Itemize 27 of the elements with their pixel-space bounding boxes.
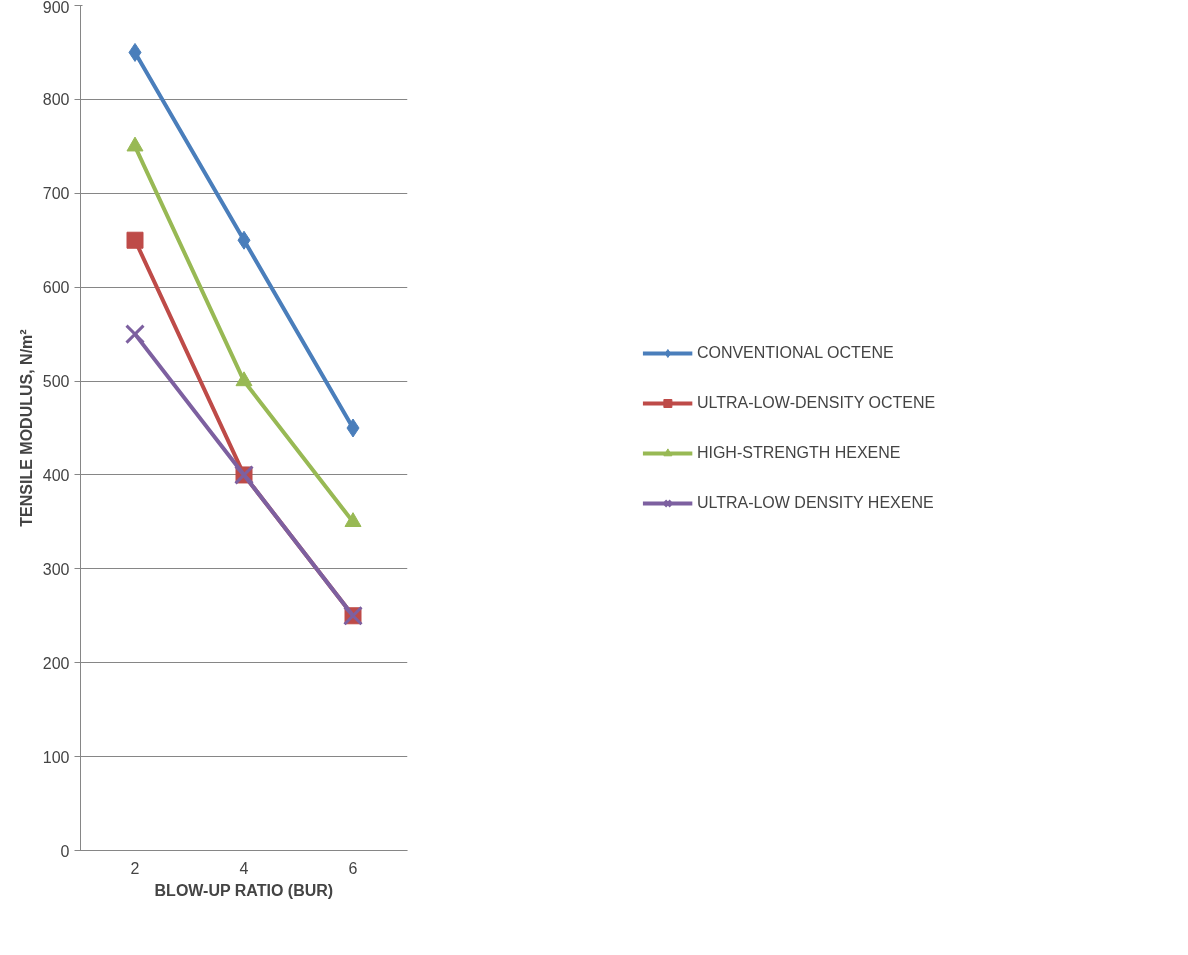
y-tick-label: 100 — [42, 748, 70, 766]
y-tick-label: 200 — [42, 654, 70, 672]
x-tick-label: 2 — [130, 859, 140, 877]
point — [346, 418, 360, 438]
point — [235, 371, 253, 387]
point — [237, 230, 251, 250]
y-tick-label: 400 — [42, 466, 70, 484]
x-tick-label: 6 — [348, 859, 358, 877]
y-tick-label: 600 — [42, 279, 70, 297]
point — [344, 512, 362, 528]
legend-label: HIGH-STRENGTH HEXENE — [696, 443, 901, 462]
point — [128, 42, 142, 62]
y-tick-label: 500 — [42, 373, 70, 391]
legend-label: ULTRA-LOW DENSITY HEXENE — [696, 493, 934, 512]
y-tick-label: 900 — [42, 0, 70, 16]
x-axis-title: BLOW-UP RATIO (BUR) — [154, 881, 334, 899]
point — [125, 324, 145, 345]
legend-label: CONVENTIONAL OCTENE — [696, 343, 894, 362]
point — [126, 231, 144, 249]
y-tick-label: 0 — [60, 842, 70, 860]
y-tick-label: 300 — [42, 560, 70, 578]
legend-label: ULTRA-LOW-DENSITY OCTENE — [696, 393, 936, 412]
x-tick-label: 4 — [239, 859, 249, 877]
y-tick-label: 800 — [42, 91, 70, 109]
y-axis-title: TENSILE MODULUS, N/m² — [17, 329, 35, 527]
y-tick-label: 700 — [42, 185, 70, 203]
point — [126, 136, 144, 152]
